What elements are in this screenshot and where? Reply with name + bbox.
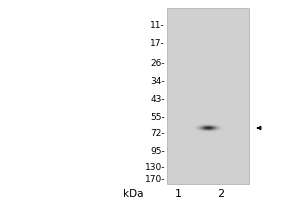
Text: 72-: 72- <box>150 129 165 138</box>
Text: 17-: 17- <box>150 38 165 47</box>
Text: 2: 2 <box>217 189 224 199</box>
Text: 130-: 130- <box>145 162 165 171</box>
Bar <box>167 8 249 184</box>
Text: 55-: 55- <box>150 112 165 121</box>
Text: 1: 1 <box>175 189 182 199</box>
Text: 34-: 34- <box>150 76 165 86</box>
Text: 11-: 11- <box>150 21 165 29</box>
Text: 95-: 95- <box>150 146 165 156</box>
Text: 170-: 170- <box>145 174 165 184</box>
Text: kDa: kDa <box>124 189 144 199</box>
Text: 26-: 26- <box>150 58 165 68</box>
Text: 43-: 43- <box>150 95 165 104</box>
